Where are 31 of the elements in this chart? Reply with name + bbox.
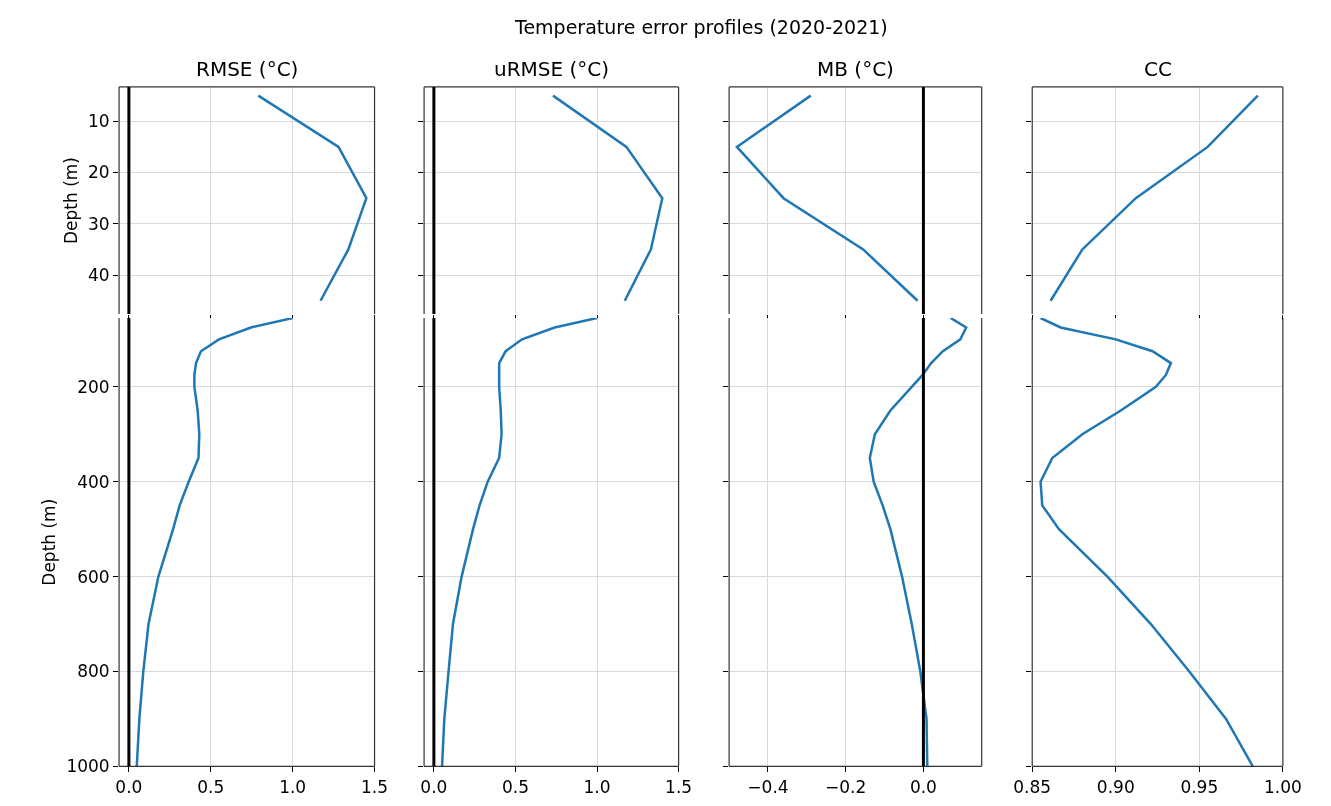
text: Temperature error profiles (2020-2021) — [514, 16, 888, 38]
y-tick-label: 10 — [88, 111, 110, 132]
chart-title: MB (°C) — [817, 57, 894, 81]
y-tick-label: 40 — [88, 265, 110, 286]
x-tick-label: −0.2 — [825, 776, 867, 797]
chart-title: RMSE (°C) — [196, 57, 299, 81]
chart-title: CC — [1144, 57, 1172, 81]
y-tick-label: 600 — [77, 566, 110, 587]
chart-title: uRMSE (°C) — [494, 57, 610, 81]
y-axis-title: Depth (m) — [60, 156, 81, 244]
x-tick-label: 0.5 — [501, 776, 529, 797]
x-tick-label: 0.0 — [909, 776, 937, 797]
x-tick-label: 1.5 — [361, 776, 389, 797]
y-axis-title: Depth (m) — [38, 498, 59, 586]
x-tick-label: 0.5 — [197, 776, 225, 797]
x-tick-label: 0.0 — [115, 776, 143, 797]
y-tick-label: 800 — [77, 661, 110, 682]
y-tick-label: 1000 — [66, 756, 110, 777]
x-tick-label: 0.90 — [1096, 776, 1135, 797]
x-tick-label: 0.95 — [1180, 776, 1219, 797]
x-tick-label: 0.85 — [1013, 776, 1052, 797]
x-tick-label: 1.0 — [583, 776, 611, 797]
y-tick-label: 30 — [88, 213, 110, 234]
x-tick-label: −0.4 — [747, 776, 789, 797]
x-tick-label: 1.5 — [665, 776, 693, 797]
x-tick-label: 1.0 — [279, 776, 307, 797]
y-tick-label: 200 — [77, 376, 110, 397]
x-tick-label: 1.00 — [1263, 776, 1302, 797]
y-tick-label: 400 — [77, 471, 110, 492]
x-tick-label: 0.0 — [420, 776, 448, 797]
y-tick-label: 20 — [88, 162, 110, 183]
